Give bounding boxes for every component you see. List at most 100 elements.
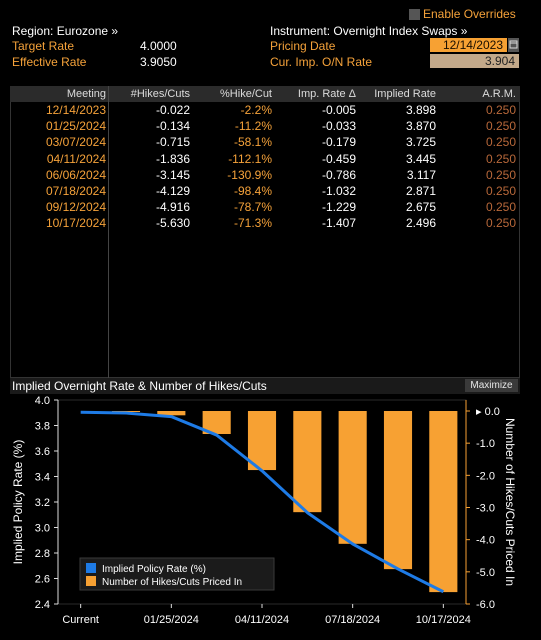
- row-imp-rate-delta: -1.229: [321, 200, 356, 215]
- row-imp-rate-delta: -0.179: [321, 135, 356, 150]
- bar-hikes-cuts: [383, 411, 413, 570]
- col-imp-rate-delta[interactable]: Imp. Rate Δ: [297, 88, 356, 100]
- row-arm: 0.250: [485, 103, 516, 117]
- region-selector[interactable]: Region: Eurozone »: [12, 24, 119, 38]
- legend-box: [79, 557, 275, 591]
- row-imp-rate-delta: -0.033: [321, 119, 356, 134]
- col-hikes-cuts[interactable]: #Hikes/Cuts: [130, 88, 190, 100]
- bar-hikes-cuts: [157, 411, 186, 416]
- left-tick-label: 2.8: [35, 548, 50, 560]
- row-meeting: 07/18/2024: [45, 184, 106, 198]
- table-header: [10, 86, 520, 102]
- left-tick-label: 2.4: [35, 599, 50, 611]
- row-meeting: 03/07/2024: [45, 135, 106, 150]
- row-hikes-cuts: -3.145: [155, 167, 190, 182]
- row-implied-rate: 3.117: [406, 167, 436, 182]
- row-pct-hike-cut: -11.2%: [234, 119, 272, 134]
- row-pct-hike-cut: -78.7%: [233, 200, 272, 215]
- row-hikes-cuts: -0.022: [155, 103, 190, 117]
- bar-hikes-cuts: [429, 411, 458, 593]
- row-arm: 0.250: [485, 135, 516, 150]
- legend-swatch-hikes: [86, 576, 96, 586]
- row-meeting: 09/12/2024: [45, 200, 106, 215]
- bar-hikes-cuts: [293, 411, 322, 513]
- row-arm: 0.250: [485, 151, 516, 166]
- rate-hikes-chart: 4.0 3.8 3.6 3.4 3.2 3.0 2.8 2.6 2.4 ▸ 0.0 -1.0 -2.0…: [11, 395, 517, 626]
- meetings-table: [10, 86, 520, 378]
- row-hikes-cuts: -4.129: [155, 184, 190, 198]
- left-tick-label: 3.4: [35, 472, 50, 484]
- row-implied-rate: 3.898: [405, 103, 436, 117]
- left-tick-label: 3.2: [35, 497, 50, 509]
- y-axis-right-title: Number of Hikes/Cuts Priced In: [503, 418, 517, 586]
- maximize-button[interactable]: Maximize: [465, 379, 518, 392]
- bar-hikes-cuts: [247, 411, 277, 471]
- col-implied-rate[interactable]: Implied Rate: [374, 88, 436, 100]
- right-tick-label: -5.0: [476, 567, 495, 579]
- pricing-date-label: Pricing Date: [270, 39, 336, 53]
- right-tick-label: ▸ 0.0: [476, 406, 500, 418]
- row-pct-hike-cut: -58.1%: [233, 135, 272, 150]
- bar-hikes-cuts: [202, 411, 231, 434]
- row-pct-hike-cut: -2.2%: [240, 103, 272, 117]
- left-tick-label: 4.0: [35, 395, 50, 407]
- row-pct-hike-cut: -112.1%: [228, 151, 272, 166]
- row-hikes-cuts: -1.836: [155, 151, 190, 166]
- row-implied-rate: 3.445: [405, 151, 436, 166]
- left-tick-label: 3.6: [35, 446, 50, 458]
- enable-overrides-checkbox[interactable]: [409, 9, 420, 20]
- row-hikes-cuts: -4.916: [155, 200, 190, 215]
- row-hikes-cuts: -0.134: [155, 119, 190, 134]
- enable-overrides-label[interactable]: Enable Overrides: [423, 7, 516, 21]
- pricing-date-input[interactable]: 12/14/2023: [430, 38, 507, 52]
- bar-hikes-cuts: [111, 411, 141, 412]
- row-implied-rate: 3.870: [405, 119, 436, 134]
- row-arm: 0.250: [485, 216, 516, 231]
- left-tick-label: 3.8: [35, 421, 50, 433]
- x-tick-label: 07/18/2024: [325, 614, 380, 626]
- row-pct-hike-cut: -130.9%: [227, 167, 272, 182]
- row-arm: 0.250: [485, 119, 516, 134]
- left-tick-label: 3.0: [35, 523, 50, 535]
- cur-imp-rate-value: 3.904: [430, 54, 519, 68]
- calendar-icon[interactable]: [508, 38, 519, 52]
- effective-rate-label: Effective Rate: [12, 55, 87, 69]
- row-imp-rate-delta: -0.005: [321, 103, 356, 117]
- row-hikes-cuts: -5.630: [155, 216, 190, 231]
- right-tick-label: -6.0: [476, 599, 495, 611]
- y-axis-left-title: Implied Policy Rate (%): [11, 440, 25, 565]
- x-tick-label: 01/25/2024: [144, 614, 199, 626]
- row-implied-rate: 3.725: [405, 135, 436, 150]
- row-arm: 0.250: [485, 167, 516, 182]
- col-arm[interactable]: A.R.M.: [482, 88, 516, 100]
- target-rate-label: Target Rate: [12, 39, 75, 53]
- table-divider: [108, 86, 109, 378]
- row-pct-hike-cut: -98.4%: [233, 184, 272, 198]
- row-imp-rate-delta: -0.786: [321, 167, 356, 182]
- x-tick-label: 04/11/2024: [235, 614, 289, 626]
- instrument-selector[interactable]: Instrument: Overnight Index Swaps »: [270, 24, 468, 38]
- right-tick-label: -3.0: [476, 503, 495, 515]
- chart-area: 4.0 3.8 3.6 3.4 3.2 3.0 2.8 2.6 2.4 ▸ 0.0 -1.0 -2.0…: [10, 394, 520, 628]
- right-tick-label: -1.0: [476, 438, 495, 450]
- right-tick-label: -4.0: [476, 535, 495, 547]
- col-meeting[interactable]: Meeting: [66, 88, 106, 100]
- left-tick-label: 2.6: [35, 574, 50, 586]
- legend-swatch-rate: [86, 563, 96, 573]
- row-pct-hike-cut: -71.3%: [233, 216, 272, 231]
- line-implied-rate: [80, 410, 445, 594]
- chart-title: Implied Overnight Rate & Number of Hikes…: [12, 379, 267, 393]
- row-implied-rate: 2.871: [405, 184, 436, 198]
- row-meeting: 10/17/2024: [45, 216, 106, 231]
- row-implied-rate: 2.675: [405, 200, 436, 215]
- legend-label-hikes: Number of Hikes/Cuts Priced In: [102, 577, 242, 588]
- row-meeting: 04/11/2024: [46, 151, 106, 166]
- col-pct-hike-cut[interactable]: %Hike/Cut: [220, 88, 272, 100]
- row-imp-rate-delta: -1.407: [321, 216, 356, 231]
- row-meeting: 01/25/2024: [45, 119, 106, 134]
- row-arm: 0.250: [485, 184, 516, 198]
- right-tick-label: -2.0: [476, 470, 495, 482]
- bar-hikes-cuts: [338, 411, 367, 544]
- x-tick-label: 10/17/2024: [416, 614, 471, 626]
- row-meeting: 06/06/2024: [45, 167, 106, 182]
